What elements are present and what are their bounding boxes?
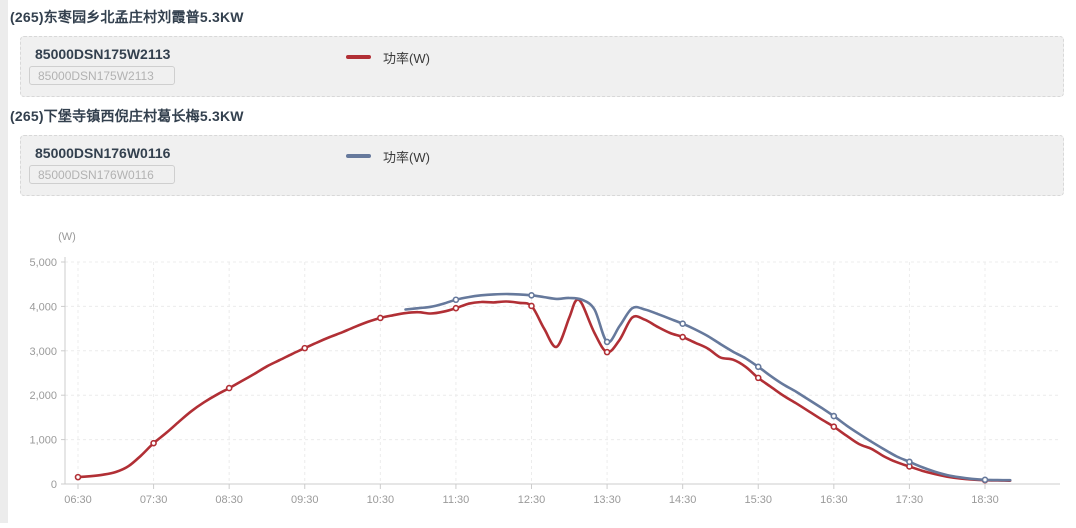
svg-text:16:30: 16:30 (820, 494, 848, 506)
device-code-2: 85000DSN176W0116 (35, 145, 171, 161)
device-code-input-1[interactable] (29, 66, 175, 85)
legend-label-1: 功率(W) (383, 50, 430, 66)
svg-text:06:30: 06:30 (64, 494, 92, 506)
y-axis-unit-label: (W) (58, 231, 76, 243)
device-panel-1: 85000DSN175W2113 功率(W) (20, 36, 1064, 97)
chart-svg: 5,000 4,000 3,000 2,000 1,000 0 06:30 07:30 08:3… (29, 231, 1060, 506)
series-line-icon-red (346, 55, 371, 59)
svg-text:10:30: 10:30 (367, 494, 395, 506)
svg-text:14:30: 14:30 (669, 494, 697, 506)
legend-label-2: 功率(W) (383, 149, 430, 165)
svg-text:5,000: 5,000 (29, 257, 57, 269)
legend-item-1[interactable]: 功率(W) (346, 48, 430, 66)
svg-text:12:30: 12:30 (518, 494, 546, 506)
series-0 (74, 298, 1012, 484)
station-title-1: (265)东枣园乡北孟庄村刘霞普5.3KW (10, 9, 244, 25)
axes: 5,000 4,000 3,000 2,000 1,000 0 06:30 07:30 08:3… (29, 257, 1060, 506)
svg-text:11:30: 11:30 (443, 494, 470, 506)
svg-text:4,000: 4,000 (29, 301, 57, 313)
grid-lines (65, 261, 1060, 484)
left-gutter (0, 0, 8, 523)
svg-text:17:30: 17:30 (896, 494, 924, 506)
power-chart[interactable]: 5,000 4,000 3,000 2,000 1,000 0 06:30 07:30 08:3… (0, 222, 1076, 523)
svg-text:09:30: 09:30 (291, 494, 319, 506)
svg-text:1,000: 1,000 (29, 435, 57, 447)
device-panel-2: 85000DSN176W0116 功率(W) (20, 135, 1064, 196)
svg-text:2,000: 2,000 (29, 390, 57, 402)
svg-text:08:30: 08:30 (215, 494, 243, 506)
device-code-input-2[interactable] (29, 165, 175, 184)
station-title-2: (265)下堡寺镇西倪庄村葛长梅5.3KW (10, 108, 244, 124)
svg-text:3,000: 3,000 (29, 346, 57, 358)
svg-text:13:30: 13:30 (593, 494, 621, 506)
svg-text:15:30: 15:30 (744, 494, 772, 506)
legend-item-2[interactable]: 功率(W) (346, 147, 430, 165)
series-line-icon-blue (346, 154, 371, 158)
svg-text:07:30: 07:30 (140, 494, 168, 506)
svg-text:0: 0 (51, 479, 57, 491)
svg-text:18:30: 18:30 (971, 494, 999, 506)
series-1 (404, 292, 1012, 484)
device-code-1: 85000DSN175W2113 (35, 46, 171, 62)
